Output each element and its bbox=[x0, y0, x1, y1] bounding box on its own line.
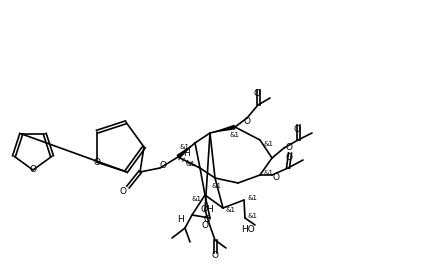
Text: H: H bbox=[184, 149, 190, 157]
Text: O: O bbox=[211, 252, 219, 261]
Polygon shape bbox=[176, 143, 195, 159]
Text: &1: &1 bbox=[263, 170, 273, 176]
Text: &1: &1 bbox=[180, 144, 190, 150]
Text: H: H bbox=[177, 215, 184, 224]
Polygon shape bbox=[210, 125, 235, 133]
Text: O: O bbox=[203, 215, 211, 224]
Text: &1: &1 bbox=[247, 195, 257, 201]
Text: O: O bbox=[254, 89, 260, 98]
Text: OH: OH bbox=[200, 206, 214, 215]
Text: O: O bbox=[119, 187, 127, 196]
Text: HO: HO bbox=[241, 225, 255, 234]
Text: &1: &1 bbox=[185, 161, 195, 167]
Text: O: O bbox=[286, 144, 292, 153]
Text: O: O bbox=[201, 221, 208, 230]
Text: &1: &1 bbox=[226, 207, 236, 213]
Text: O: O bbox=[293, 125, 300, 134]
Text: O: O bbox=[243, 118, 251, 126]
Text: &1: &1 bbox=[263, 141, 273, 147]
Text: &1: &1 bbox=[230, 132, 240, 138]
Text: O: O bbox=[93, 158, 100, 167]
Text: &1: &1 bbox=[212, 183, 222, 189]
Text: O: O bbox=[273, 172, 279, 181]
Text: O: O bbox=[30, 165, 36, 175]
Text: &1: &1 bbox=[192, 196, 202, 202]
Text: &1: &1 bbox=[248, 213, 258, 219]
Text: O: O bbox=[160, 160, 167, 169]
Text: O: O bbox=[286, 153, 292, 162]
